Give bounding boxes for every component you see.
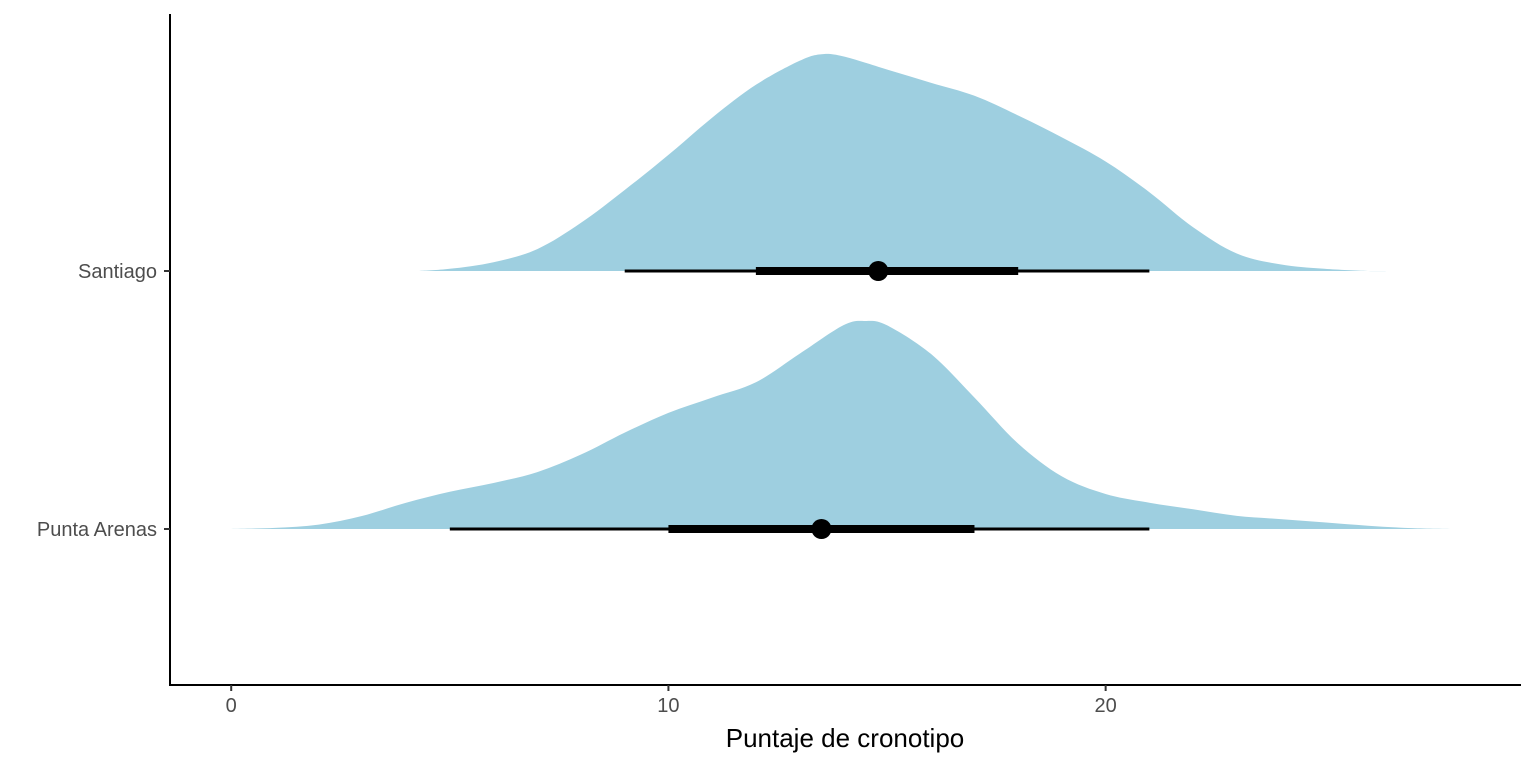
density-punta-arenas [231, 320, 1456, 529]
point-punta-arenas [811, 519, 832, 539]
y-tick-label-santiago: Santiago [78, 261, 157, 283]
x-tick-label-0: 0 [226, 695, 237, 717]
y-tick-label-punta-arenas: Punta Arenas [37, 519, 157, 541]
point-santiago [868, 261, 889, 281]
y-tick-layer: Santiago Punta Arenas [37, 261, 170, 541]
x-tick-label-20: 20 [1095, 695, 1117, 717]
x-tick-layer: 0 10 20 [226, 685, 1117, 717]
x-axis-title: Puntaje de cronotipo [726, 723, 965, 753]
interval-layer [449, 261, 1150, 539]
density-santiago [419, 53, 1390, 272]
x-tick-label-10: 10 [657, 695, 679, 717]
density-layer [231, 53, 1456, 529]
